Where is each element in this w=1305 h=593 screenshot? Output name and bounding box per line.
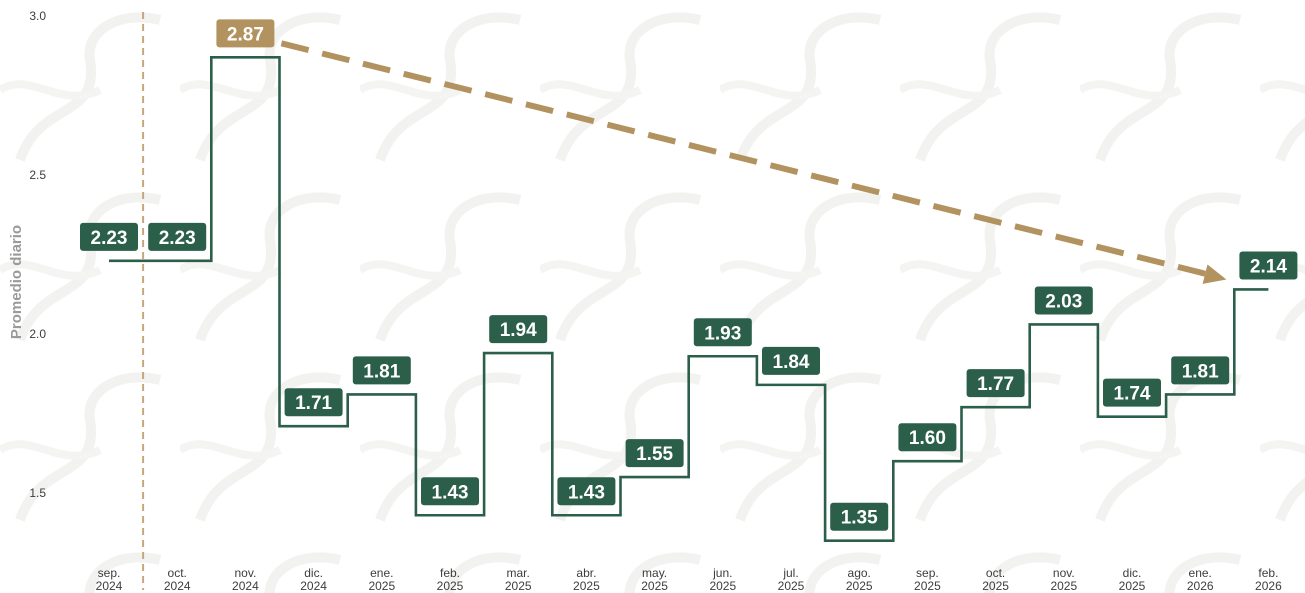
trend-arrow-line [280, 40, 1214, 279]
x-tick-label: jun. 2025 [709, 566, 736, 593]
y-tick-label: 2.5 [29, 168, 46, 182]
data-label-bg [148, 222, 207, 251]
data-label: 1.77 [966, 369, 1025, 398]
x-tick-label: mar. 2025 [505, 566, 532, 593]
data-label: 1.43 [557, 477, 616, 506]
data-label: 2.23 [80, 222, 138, 251]
data-label-bg [693, 318, 752, 347]
data-label-bg [1034, 286, 1093, 315]
data-label-bg [352, 356, 411, 385]
trend-arrow-head [1202, 264, 1227, 284]
data-label-text: 1.43 [432, 482, 469, 503]
data-label-text: 1.81 [1182, 361, 1219, 382]
data-label: 1.55 [625, 439, 684, 468]
y-tick-label: 3.0 [29, 9, 46, 23]
data-label-text: 1.77 [977, 374, 1014, 395]
data-label-text: 1.94 [500, 320, 537, 341]
data-label: 2.87 [216, 19, 275, 48]
series-step-line [109, 56, 1269, 542]
x-tick-label: abr. 2025 [573, 566, 600, 593]
x-tick-label: feb. 2025 [437, 566, 464, 593]
data-label: 2.14 [1239, 251, 1298, 280]
data-label: 1.81 [352, 356, 411, 385]
data-label-bg [489, 315, 548, 344]
x-tick-label: oct. 2025 [982, 566, 1009, 593]
x-tick-label: dic. 2024 [300, 566, 327, 593]
data-label-bg [284, 388, 343, 417]
y-tick-label: 1.5 [29, 486, 46, 500]
x-tick-label: feb. 2026 [1255, 566, 1282, 593]
x-tick-label: nov. 2024 [232, 566, 259, 593]
data-label-bg [1171, 356, 1230, 385]
data-label-text: 1.84 [773, 352, 810, 373]
data-label-bg [966, 369, 1025, 398]
data-label: 1.94 [489, 315, 548, 344]
data-label-bg [557, 477, 616, 506]
data-label: 1.81 [1171, 356, 1230, 385]
data-label: 1.60 [898, 423, 957, 452]
x-tick-label: dic. 2025 [1119, 566, 1146, 593]
data-label-text: 2.14 [1250, 256, 1287, 277]
data-label-bg [1103, 378, 1161, 407]
x-tick-label: ene. 2026 [1187, 566, 1214, 593]
data-label: 1.71 [284, 388, 343, 417]
data-label-text: 1.35 [841, 508, 878, 529]
data-label-bg [625, 439, 684, 468]
data-label: 1.35 [830, 502, 889, 531]
x-tick-label: ago. 2025 [846, 566, 873, 593]
x-tick-label: ene. 2025 [368, 566, 395, 593]
data-label: 1.43 [421, 477, 479, 506]
y-axis-title: Promedio diario [8, 225, 25, 339]
x-tick-label: nov. 2025 [1050, 566, 1077, 593]
data-label-bg [830, 502, 889, 531]
x-tick-label: sep. 2024 [96, 566, 123, 593]
data-label: 1.74 [1103, 378, 1161, 407]
data-label-text: 2.03 [1045, 291, 1082, 312]
data-label-bg [216, 19, 275, 48]
x-tick-label: jul. 2025 [778, 566, 805, 593]
data-label-bg [1239, 251, 1298, 280]
data-label-text: 1.60 [909, 428, 946, 449]
data-label-bg [80, 222, 138, 251]
data-label-bg [421, 477, 479, 506]
data-label-bg [898, 423, 957, 452]
data-label-text: 1.43 [568, 482, 605, 503]
data-label-text: 1.74 [1114, 384, 1151, 405]
data-label-text: 2.23 [91, 228, 128, 249]
x-tick-label: oct. 2024 [164, 566, 191, 593]
data-label-text: 1.55 [636, 444, 673, 465]
data-label-text: 2.87 [227, 24, 264, 45]
data-label: 2.23 [148, 222, 207, 251]
data-label-text: 1.71 [295, 393, 332, 414]
y-tick-label: 2.0 [29, 327, 46, 341]
data-label-text: 2.23 [159, 228, 196, 249]
x-tick-label: sep. 2025 [914, 566, 941, 593]
data-label: 1.84 [762, 346, 820, 375]
data-label: 2.03 [1034, 286, 1093, 315]
data-label: 1.93 [693, 318, 752, 347]
data-label-text: 1.81 [363, 361, 400, 382]
x-tick-label: may. 2025 [641, 566, 668, 593]
data-label-bg [762, 346, 820, 375]
data-label-text: 1.93 [704, 323, 741, 344]
